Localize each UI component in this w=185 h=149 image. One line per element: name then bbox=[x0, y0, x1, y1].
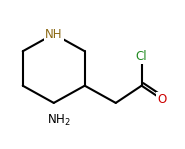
Text: NH: NH bbox=[45, 28, 63, 41]
Text: O: O bbox=[158, 93, 167, 106]
Text: Cl: Cl bbox=[136, 50, 147, 63]
Text: NH$_2$: NH$_2$ bbox=[47, 113, 71, 128]
